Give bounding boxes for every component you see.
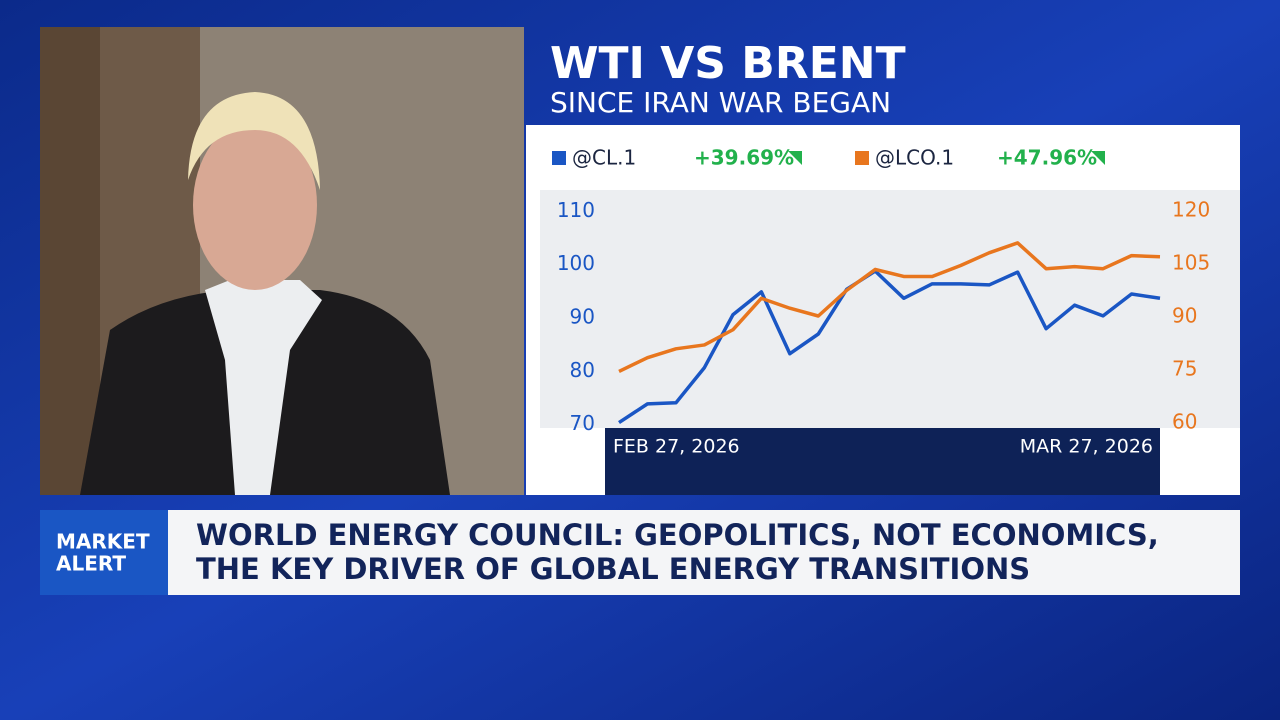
y-tick-label: 70	[570, 411, 595, 435]
y2-tick-label: 105	[1172, 251, 1210, 275]
change-arrow	[1091, 151, 1105, 165]
change-arrow	[788, 151, 802, 165]
legend-change: +39.69%	[694, 146, 794, 170]
plot-area	[540, 190, 1240, 428]
y2-tick-label: 60	[1172, 409, 1197, 433]
y2-tick-label: 120	[1172, 198, 1210, 222]
plot: 70 80 90 100 110 60 75 90 105 120 FEB 27, 2026 MAR …	[552, 146, 1210, 458]
series-line	[618, 241, 1161, 373]
y2-tick-label: 90	[1172, 304, 1197, 328]
y-tick-label: 80	[570, 358, 595, 382]
chart-subtitle: SINCE IRAN WAR BEGAN	[550, 86, 891, 119]
alert-label: MARKET	[56, 530, 150, 554]
alert-label: ALERT	[56, 552, 126, 576]
alert-badge	[40, 510, 168, 595]
chart-title: WTI VS BRENT	[550, 38, 906, 89]
headline: THE KEY DRIVER OF GLOBAL ENERGY TRANSITI…	[196, 552, 1030, 586]
headline-box	[168, 510, 1240, 595]
y-tick-label: 90	[570, 305, 595, 329]
legend-swatch	[552, 151, 566, 165]
y-tick-label: 110	[557, 198, 595, 222]
legend-swatch	[855, 151, 869, 165]
x-tick-label: MAR 27, 2026	[1020, 436, 1153, 458]
date-band	[605, 428, 1160, 495]
y2-tick-label: 75	[1172, 357, 1197, 381]
x-tick-label: FEB 27, 2026	[613, 436, 740, 458]
legend-label: @CL.1	[572, 146, 636, 170]
legend-change: +47.96%	[997, 146, 1097, 170]
legend-label: @LCO.1	[875, 146, 954, 170]
headline: WORLD ENERGY COUNCIL: GEOPOLITICS, NOT E…	[196, 518, 1159, 552]
series-line	[618, 269, 1161, 424]
y-tick-label: 100	[557, 251, 595, 275]
video-feed	[40, 27, 524, 495]
